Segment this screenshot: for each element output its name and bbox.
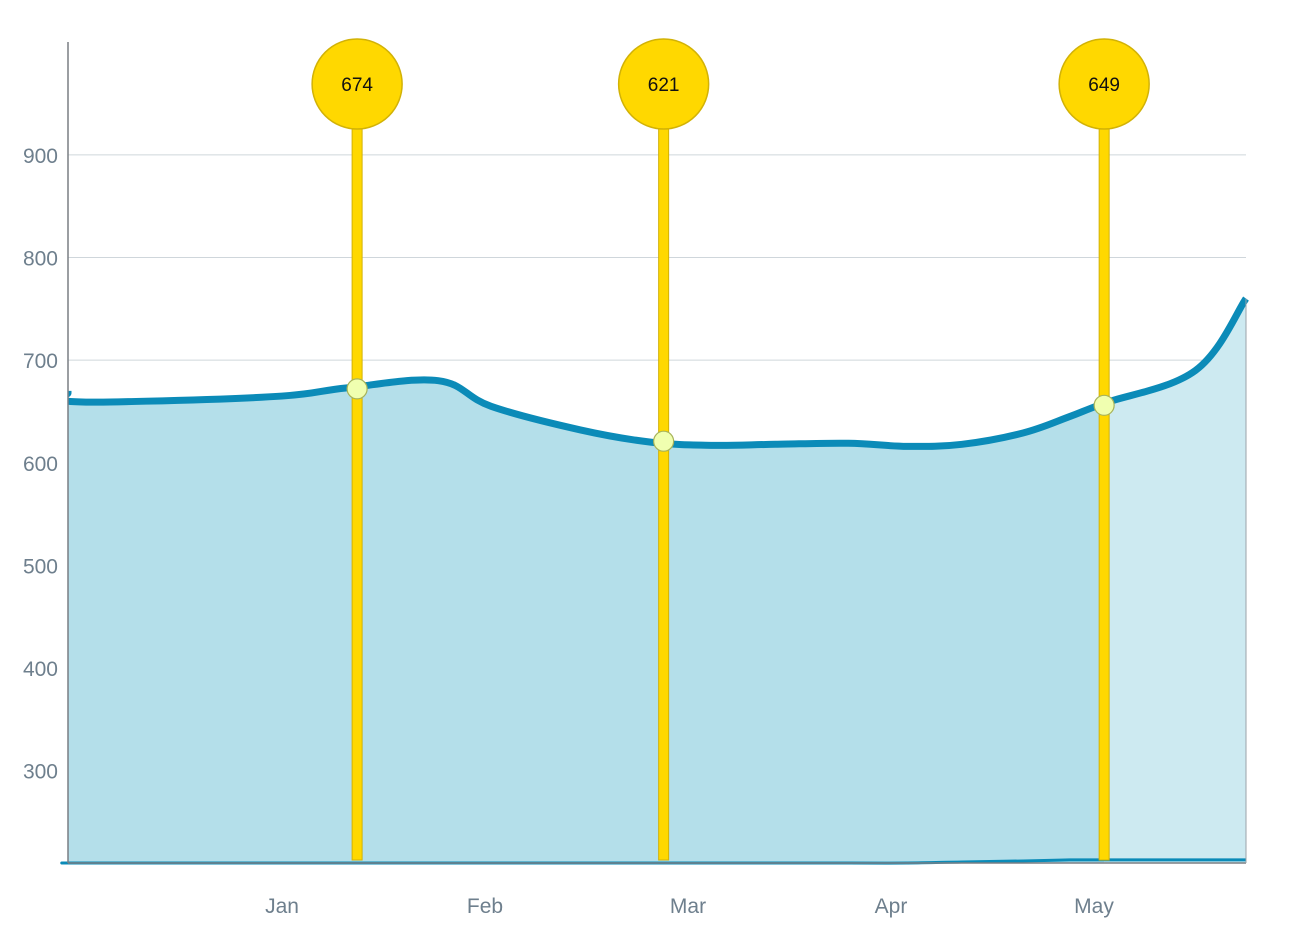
- x-tick-label-may: May: [1074, 895, 1114, 918]
- y-tick-label: 700: [23, 350, 58, 373]
- series-1-area-forecast: [1104, 298, 1246, 863]
- area-fills: [68, 298, 1246, 863]
- y-tick-label: 600: [23, 453, 58, 476]
- y-tick-label: 400: [23, 658, 58, 681]
- pin-stem: [1098, 125, 1110, 861]
- pin-label: 621: [648, 75, 680, 96]
- x-tick-label-apr: Apr: [875, 895, 908, 918]
- y-tick-label: 300: [23, 761, 58, 784]
- x-tick-label-feb: Feb: [467, 895, 503, 918]
- x-tick-label-jan: Jan: [265, 895, 299, 918]
- annotation-pin-1[interactable]: 674: [311, 38, 403, 861]
- annotation-pin-2[interactable]: 621: [617, 38, 710, 861]
- x-axis-ticks: Jan Feb Mar Apr May: [265, 895, 1114, 918]
- pin-marker-dot: [346, 378, 368, 400]
- pin-label: 649: [1088, 75, 1120, 96]
- x-tick-label-mar: Mar: [670, 895, 706, 918]
- y-axis-ticks: 300 400 500 600 700 800 900: [23, 145, 58, 784]
- pin-head: [617, 38, 710, 130]
- y-tick-label: 500: [23, 555, 58, 578]
- annotation-pins: 674 621 649: [311, 38, 1150, 861]
- y-tick-label: 800: [23, 248, 58, 271]
- pin-label: 674: [341, 75, 373, 96]
- series-1-area: [68, 379, 1105, 863]
- pin-marker-dot: [653, 430, 675, 452]
- pin-marker-dot: [1093, 394, 1115, 416]
- pin-stem: [658, 125, 670, 861]
- annotation-pin-3[interactable]: 649: [1058, 38, 1150, 861]
- axes: [67, 42, 1247, 864]
- pin-head: [1058, 38, 1150, 130]
- y-tick-label: 900: [23, 145, 58, 168]
- pin-head: [311, 38, 403, 130]
- pin-stem: [351, 125, 363, 861]
